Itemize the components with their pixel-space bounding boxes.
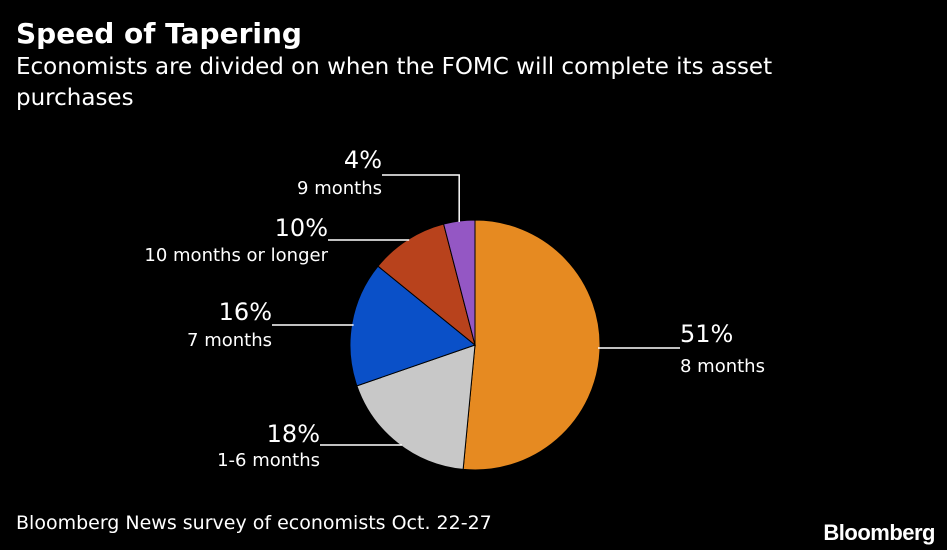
pie-slices — [349, 219, 601, 471]
slice-category-label: 8 months — [680, 356, 765, 377]
slice-value-label: 51% — [680, 320, 733, 348]
chart-subtitle: Economists are divided on when the FOMC … — [16, 54, 773, 111]
slice-category-label: 10 months or longer — [144, 245, 328, 266]
slice-value-label: 10% — [275, 214, 328, 242]
slice-value-label: 16% — [219, 298, 272, 326]
pie-slice-1 — [462, 219, 601, 471]
pie-slice-3 — [349, 265, 477, 387]
chart-title: Speed of Tapering — [16, 17, 302, 50]
slice-labels: 51% 8 months 18%1-6 months 16% 7 months 10% 10… — [144, 146, 765, 471]
bloomberg-logo: Bloomberg — [823, 520, 935, 545]
slice-category-label: 1-6 months — [217, 450, 320, 471]
slice-value-label: 18% — [267, 420, 320, 448]
leader-lines — [272, 174, 680, 446]
slice-category-label: 9 months — [297, 178, 382, 199]
slice-value-label: 4% — [344, 146, 382, 174]
leader-line-5 — [382, 174, 460, 222]
slice-category-label: 7 months — [187, 330, 272, 351]
source-note: Bloomberg News survey of economists Oct.… — [16, 512, 492, 534]
